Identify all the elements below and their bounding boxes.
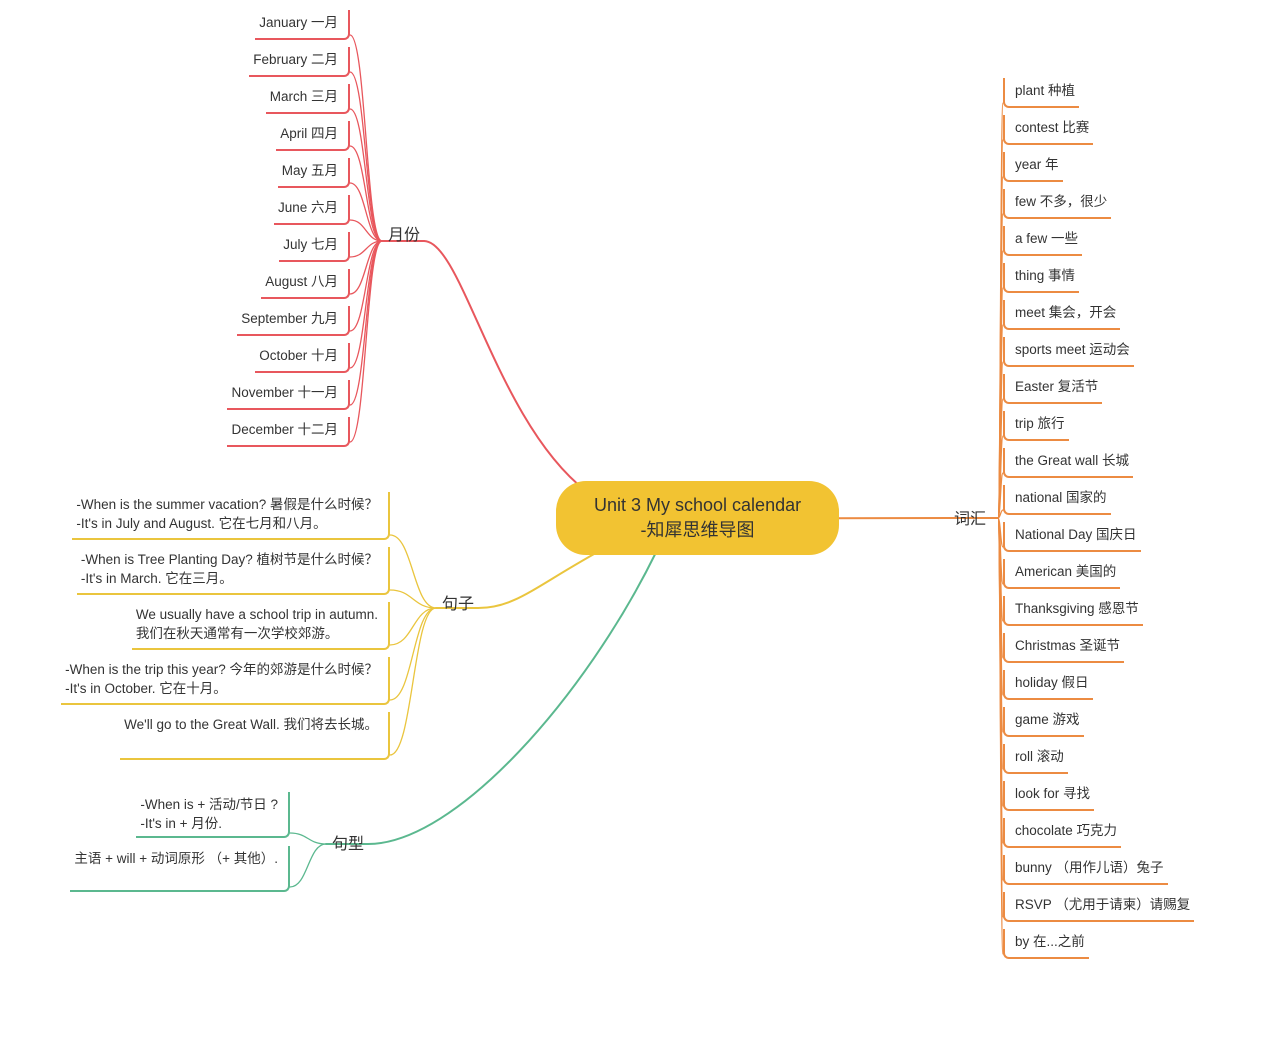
vocab-item: American 美国的 xyxy=(1003,559,1120,589)
vocab-item: year 年 xyxy=(1003,152,1063,182)
vocab-item: Thanksgiving 感恩节 xyxy=(1003,596,1143,626)
vocab-item: sports meet 运动会 xyxy=(1003,337,1134,367)
vocab-item: meet 集会，开会 xyxy=(1003,300,1120,330)
vocab-item: bunny （用作儿语）兔子 xyxy=(1003,855,1168,885)
sentence-item: -When is the summer vacation? 暑假是什么时候？ -… xyxy=(72,492,390,540)
month-item: June 六月 xyxy=(274,195,350,225)
vocab-item: game 游戏 xyxy=(1003,707,1084,737)
vocab-item: roll 滚动 xyxy=(1003,744,1068,774)
month-item: May 五月 xyxy=(278,158,350,188)
vocab-item: Easter 复活节 xyxy=(1003,374,1102,404)
vocab-item: holiday 假日 xyxy=(1003,670,1093,700)
month-item: December 十二月 xyxy=(227,417,350,447)
center-node: Unit 3 My school calendar -知犀思维导图 xyxy=(556,481,839,555)
branch-label-sentences: 句子 xyxy=(442,590,474,614)
vocab-item: RSVP （尤用于请柬）请赐复 xyxy=(1003,892,1194,922)
sentence-item: We'll go to the Great Wall. 我们将去长城。 xyxy=(120,712,390,760)
vocab-item: thing 事情 xyxy=(1003,263,1079,293)
vocab-item: by 在...之前 xyxy=(1003,929,1089,959)
vocab-item: the Great wall 长城 xyxy=(1003,448,1133,478)
center-line1: Unit 3 My school calendar xyxy=(594,493,801,518)
vocab-item: Christmas 圣诞节 xyxy=(1003,633,1124,663)
month-item: August 八月 xyxy=(261,269,350,299)
vocab-item: chocolate 巧克力 xyxy=(1003,818,1121,848)
vocab-item: plant 种植 xyxy=(1003,78,1079,108)
pattern-item: 主语 + will + 动词原形 （+ 其他）. xyxy=(70,846,290,892)
month-item: September 九月 xyxy=(237,306,350,336)
month-item: February 二月 xyxy=(249,47,350,77)
branch-label-months: 月份 xyxy=(388,221,420,245)
sentence-item: We usually have a school trip in autumn.… xyxy=(132,602,390,650)
vocab-item: trip 旅行 xyxy=(1003,411,1069,441)
month-item: October 十月 xyxy=(255,343,350,373)
vocab-item: a few 一些 xyxy=(1003,226,1082,256)
vocab-item: few 不多，很少 xyxy=(1003,189,1111,219)
center-line2: -知犀思维导图 xyxy=(594,518,801,543)
month-item: April 四月 xyxy=(276,121,350,151)
branch-label-patterns: 句型 xyxy=(332,830,364,854)
month-item: July 七月 xyxy=(279,232,350,262)
branch-label-vocab: 词汇 xyxy=(954,505,986,529)
sentence-item: -When is Tree Planting Day? 植树节是什么时候？ -I… xyxy=(77,547,390,595)
vocab-item: contest 比赛 xyxy=(1003,115,1093,145)
month-item: January 一月 xyxy=(255,10,350,40)
month-item: March 三月 xyxy=(266,84,350,114)
vocab-item: National Day 国庆日 xyxy=(1003,522,1141,552)
month-item: November 十一月 xyxy=(227,380,350,410)
sentence-item: -When is the trip this year? 今年的郊游是什么时候？… xyxy=(61,657,390,705)
vocab-item: look for 寻找 xyxy=(1003,781,1094,811)
vocab-item: national 国家的 xyxy=(1003,485,1111,515)
pattern-item: -When is + 活动/节日 ? -It's in + 月份. xyxy=(136,792,290,838)
